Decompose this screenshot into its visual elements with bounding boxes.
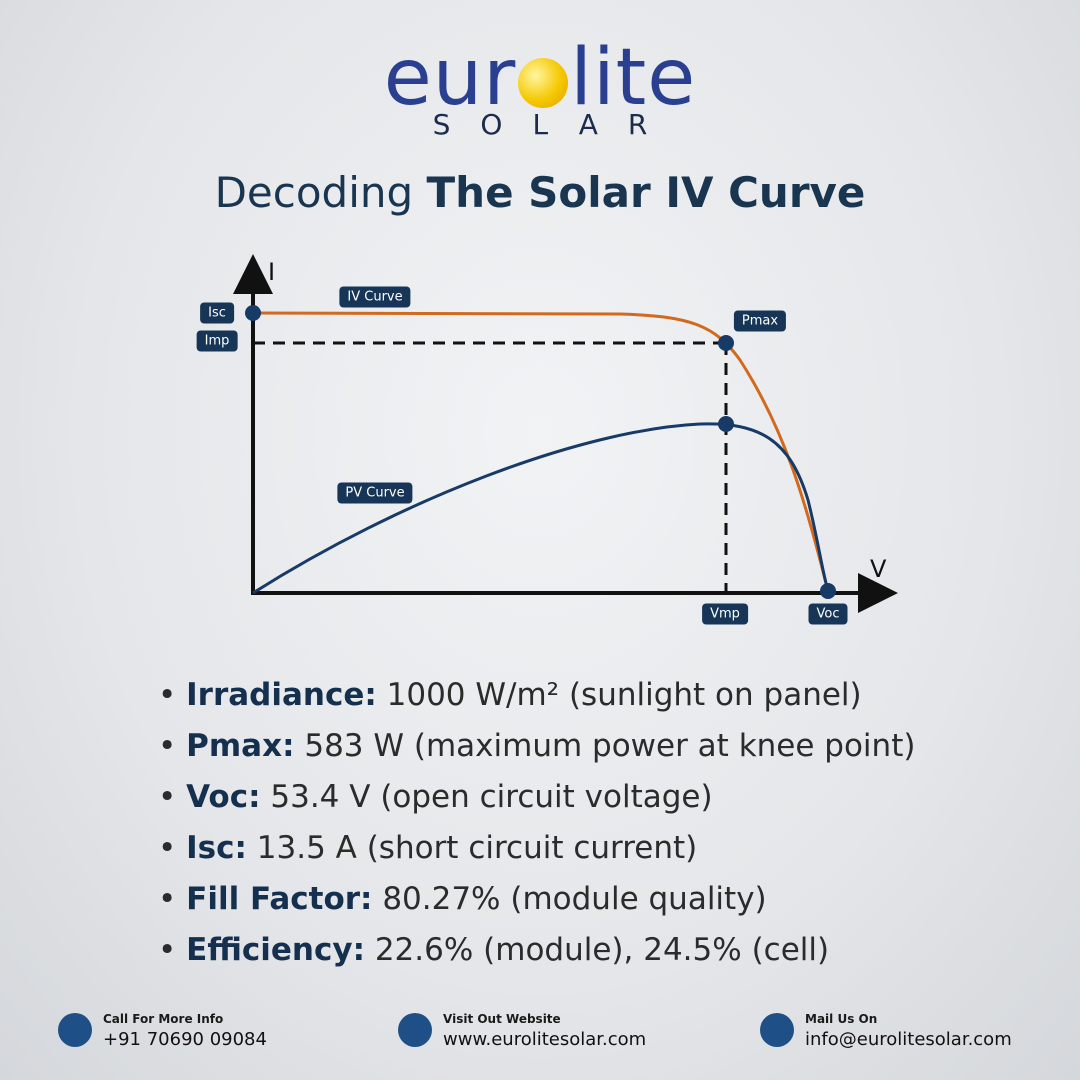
bullet-term: Irradiance: [186, 677, 377, 713]
bullet-text: 583 W (maximum power at knee point) [304, 728, 916, 764]
bullet-dot: • [158, 728, 187, 764]
bullet-term: Voc: [186, 779, 261, 815]
logo-text: eur [383, 33, 517, 123]
bullet-space [247, 830, 257, 866]
bullet-item: • Irradiance: 1000 W/m² (sunlight on pan… [158, 670, 915, 721]
pv-curve-tag: PV Curve [337, 482, 413, 504]
isc-tag: Isc [200, 302, 234, 324]
imp-tag: Imp [196, 330, 238, 352]
bullet-space [261, 779, 271, 815]
footer-value: www.eurolitesolar.com [443, 1029, 647, 1050]
logo: eur lite [0, 38, 1080, 118]
bullet-space [377, 677, 387, 713]
bullet-space [372, 881, 382, 917]
logo-sun [518, 58, 569, 108]
bullet-item: • Efficiency: 22.6% (module), 24.5% (cel… [158, 925, 915, 976]
title-regular: Decoding [214, 168, 414, 217]
bullet-dot: • [158, 830, 187, 866]
footer-value: info@eurolitesolar.com [805, 1029, 1012, 1050]
iv-curve-tag: IV Curve [339, 286, 411, 308]
bullet-text: 53.4 V (open circuit voltage) [270, 779, 713, 815]
bullet-dot: • [158, 881, 187, 917]
footer-label: Visit Out Website [443, 1012, 561, 1026]
bullet-item: • Pmax: 583 W (maximum power at knee poi… [158, 721, 915, 772]
footer-label: Call For More Info [103, 1012, 224, 1026]
bullet-term: Fill Factor: [186, 881, 373, 917]
bullet-term: Pmax: [186, 728, 295, 764]
bullet-dot: • [158, 932, 187, 968]
bullet-dot: • [158, 779, 187, 815]
bullet-text: 22.6% (module), 24.5% (cell) [374, 932, 830, 968]
pmax-point [718, 335, 734, 351]
vmp-tag: Vmp [702, 603, 748, 625]
bullet-dot: • [158, 677, 187, 713]
voc-point [820, 583, 836, 599]
voc-tag: Voc [808, 603, 848, 625]
title: Decoding The Solar IV Curve [0, 168, 1080, 217]
footer-icon [58, 1013, 92, 1047]
y-axis-label: I [268, 258, 276, 286]
pmax-tag: Pmax [733, 310, 787, 332]
iv-curve [252, 311, 830, 592]
bullet-space [294, 728, 304, 764]
isc-point [245, 305, 261, 321]
x-axis-label: V [870, 555, 887, 583]
bullet-item: • Fill Factor: 80.27% (module quality) [158, 874, 915, 925]
bullet-item: • Voc: 53.4 V (open circuit voltage) [158, 772, 915, 823]
bullet-text: 13.5 A (short circuit current) [256, 830, 698, 866]
bullet-text: 1000 W/m² (sunlight on panel) [386, 677, 862, 713]
bullet-term: Isc: [186, 830, 247, 866]
pv-curve [252, 422, 830, 595]
bullet-item: • Isc: 13.5 A (short circuit current) [158, 823, 915, 874]
pv-peak-point [718, 416, 734, 432]
logo-text: lite [570, 33, 697, 123]
bullet-text: 80.27% (module quality) [382, 881, 767, 917]
title-bold: The Solar IV Curve [426, 168, 866, 217]
footer-icon [760, 1013, 794, 1047]
footer-value: +91 70690 09084 [103, 1029, 267, 1050]
bullet-space [365, 932, 375, 968]
footer-icon [398, 1013, 432, 1047]
bullet-list: • Irradiance: 1000 W/m² (sunlight on pan… [158, 670, 915, 976]
bullet-term: Efficiency: [186, 932, 365, 968]
footer-label: Mail Us On [805, 1012, 878, 1026]
logo-tagline: SOLAR [432, 108, 678, 141]
